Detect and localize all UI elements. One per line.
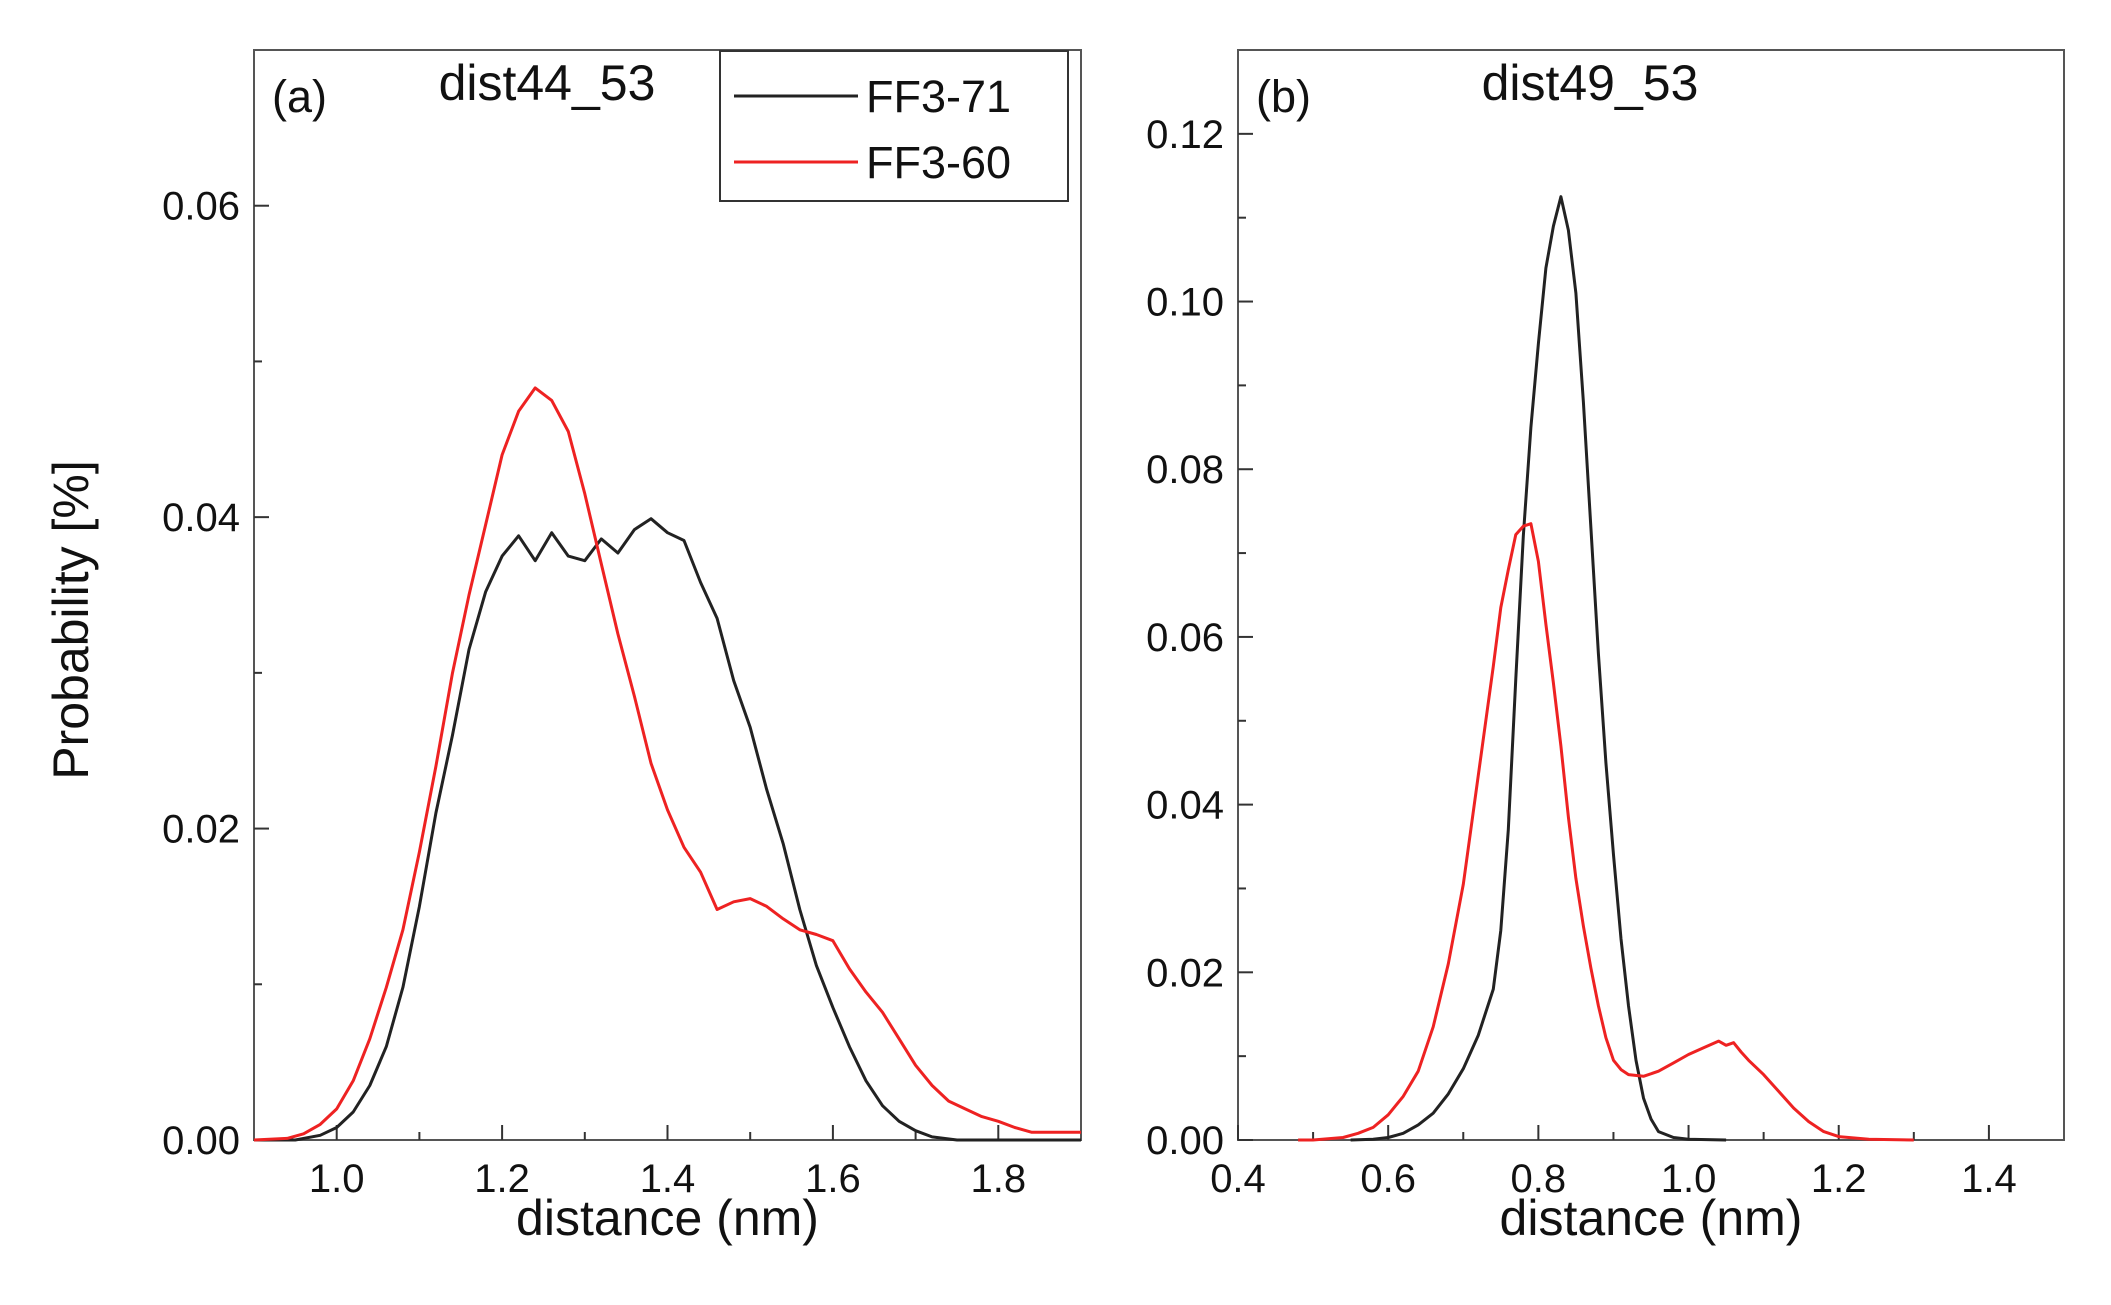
plot-frame [1237, 49, 2065, 1141]
y-tick-label: 0.10 [1146, 281, 1224, 325]
series-line-ff3-71 [254, 517, 1081, 1142]
x-tick-label: 1.2 [1811, 1157, 1867, 1201]
x-axis-label: distance (nm) [1500, 1190, 1803, 1246]
legend-label: FF3-71 [866, 71, 1011, 122]
x-tick-label: 0.4 [1210, 1157, 1266, 1201]
panel-title: dist44_53 [439, 55, 656, 111]
series-line-ff3-60 [1298, 522, 1914, 1142]
panel-label: (a) [272, 71, 327, 122]
y-tick-label: 0.02 [1146, 951, 1224, 995]
x-tick-label: 0.8 [1511, 1157, 1567, 1201]
y-tick-label: 0.12 [1146, 113, 1224, 157]
y-tick-label: 0.02 [162, 808, 240, 852]
y-tick-label: 0.00 [162, 1119, 240, 1163]
x-tick-label: 1.6 [805, 1157, 861, 1201]
y-axis-label: Probability [%] [43, 460, 99, 780]
panel-title: dist49_53 [1482, 55, 1699, 111]
series-line-ff3-60 [253, 386, 1081, 1142]
y-tick-label: 0.06 [1146, 616, 1224, 660]
panel-label: (b) [1256, 71, 1311, 122]
x-tick-label: 1.0 [1661, 1157, 1717, 1201]
x-axis-label: distance (nm) [516, 1190, 819, 1246]
y-tick-label: 0.00 [1146, 1119, 1224, 1163]
panel-b: 0.4 0.6 0.8 1.0 1.2 1.4 0.00 0.02 0.04 0.06 0.08 0.… [1146, 49, 2065, 1246]
y-tick-label: 0.08 [1146, 448, 1224, 492]
y-tick-label: 0.06 [162, 185, 240, 229]
x-tick-label: 0.6 [1360, 1157, 1416, 1201]
x-tick-label: 1.4 [640, 1157, 696, 1201]
y-tick-label: 0.04 [162, 496, 240, 540]
x-tick-label: 1.0 [309, 1157, 365, 1201]
legend: FF3-71 FF3-60 [719, 50, 1069, 202]
series-line-ff3-71 [1350, 195, 1727, 1142]
panel-a: 1.0 1.2 1.4 1.6 1.8 0.00 0.02 0.04 0.06 distance … [162, 49, 1082, 1246]
x-tick-label: 1.2 [474, 1157, 530, 1201]
legend-box [719, 50, 1069, 202]
y-tick-label: 0.04 [1146, 784, 1224, 828]
x-tick-label: 1.4 [1961, 1157, 2017, 1201]
x-tick-label: 1.8 [970, 1157, 1026, 1201]
legend-label: FF3-60 [866, 137, 1011, 188]
